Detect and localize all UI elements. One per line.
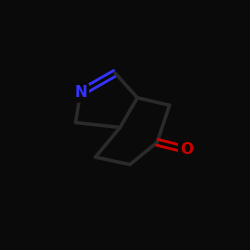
Text: O: O <box>180 142 193 157</box>
Text: N: N <box>74 85 87 100</box>
